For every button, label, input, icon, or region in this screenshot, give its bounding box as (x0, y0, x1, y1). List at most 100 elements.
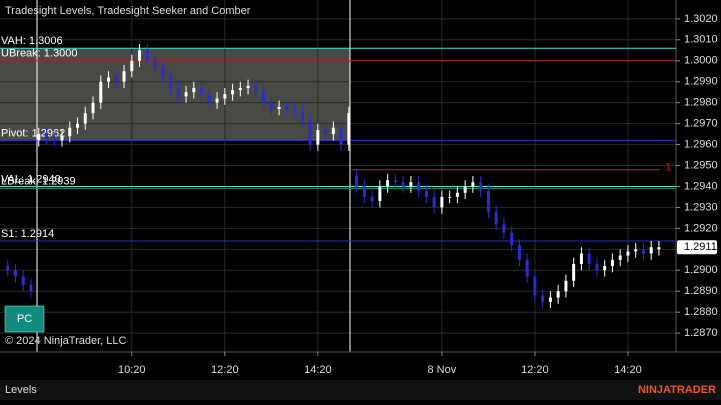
candle-body (83, 113, 87, 124)
candle-body (200, 88, 204, 95)
y-tick-label: 1.3020 (684, 13, 718, 25)
candle-body (525, 259, 529, 277)
y-tick-label: 1.2880 (684, 306, 718, 318)
level-label: VAH: 1.3006 (1, 35, 63, 47)
candle-body (417, 182, 421, 191)
level-label: Pivot: 1.2962 (1, 127, 65, 139)
last-price-label: 1.2911 (684, 241, 717, 253)
tab-label[interactable]: Levels (5, 384, 37, 396)
candle-body (548, 297, 552, 302)
candle-body (207, 94, 211, 103)
candle-body (277, 106, 281, 109)
candle-body (45, 134, 49, 139)
candle-body (657, 247, 661, 250)
candle-body (517, 245, 521, 260)
candle-body (510, 232, 514, 246)
candle-body (176, 88, 180, 97)
candle-body (308, 119, 312, 145)
candle-body (618, 255, 622, 260)
candle-body (610, 259, 614, 267)
candle-body (122, 71, 126, 82)
copyright: © 2024 NinjaTrader, LLC (5, 335, 126, 347)
candle-body (564, 280, 568, 292)
candle-body (285, 106, 289, 109)
last-price-box (677, 240, 717, 255)
level-label: S1: 1.2914 (1, 228, 54, 240)
candle-body (603, 266, 607, 271)
candle-body (432, 196, 436, 208)
candle-body (316, 129, 320, 145)
candle-body (114, 77, 118, 82)
plot-area (0, 0, 676, 352)
y-tick-label: 1.2870 (684, 327, 718, 339)
x-tick-label: 12:20 (211, 364, 239, 376)
logo: NINJATRADER (638, 384, 716, 396)
candle-body (91, 102, 95, 114)
pc-button[interactable] (4, 305, 45, 333)
candle-body (107, 77, 111, 82)
candle-body (76, 123, 80, 128)
candle-body (161, 67, 165, 78)
candle-body (68, 127, 72, 137)
candle-body (355, 176, 359, 187)
candle-body (130, 60, 134, 72)
candle-body (448, 196, 452, 198)
candle-body (300, 111, 304, 120)
candle-body (138, 50, 142, 61)
y-tick-label: 1.2920 (684, 222, 718, 234)
candle-body (463, 186, 467, 193)
candle-body (424, 190, 428, 197)
y-tick-label: 1.2980 (684, 97, 718, 109)
candle-body (246, 85, 250, 88)
x-tick-label: 10:20 (118, 364, 146, 376)
y-tick-label: 1.2950 (684, 159, 718, 171)
chart-title: Tradesight Levels, Tradesight Seeker and… (5, 5, 251, 17)
y-tick-label: 1.2970 (684, 118, 718, 130)
level-label: LBreak: 1.2939 (1, 175, 76, 187)
candle-body (587, 253, 591, 264)
candle-body (595, 264, 599, 271)
candle-body (269, 102, 273, 109)
level-label: UBreak: 1.3000 (1, 48, 77, 60)
candle-body (471, 182, 475, 187)
candle-body (370, 196, 374, 202)
y-tick-label: 1.2940 (684, 180, 718, 192)
candle-body (324, 129, 328, 135)
candle-body (231, 90, 235, 95)
level-label: VAL: 1.2940 (1, 173, 61, 185)
y-tick-label: 1.2890 (684, 285, 718, 297)
y-tick-label: 1.3010 (684, 34, 718, 46)
candle-body (572, 264, 576, 281)
y-tick-label: 1.3000 (684, 55, 718, 67)
candle-body (262, 92, 266, 103)
candle-body (99, 81, 103, 103)
candle-body (238, 88, 242, 91)
candle-body (579, 253, 583, 264)
candle-body (254, 85, 258, 93)
candle-body (502, 224, 506, 233)
candle-body (60, 136, 64, 141)
candle-body (223, 94, 227, 99)
candle-body (393, 180, 397, 183)
candle-body (641, 249, 645, 254)
tab-bar (0, 380, 721, 400)
y-tick-label: 1.2960 (684, 138, 718, 150)
candle-body (145, 50, 149, 61)
candle-body (29, 284, 33, 292)
candle-body (533, 276, 537, 296)
candle-body (347, 113, 351, 145)
candle-body (362, 186, 366, 197)
value-area (0, 48, 350, 141)
candle-body (192, 88, 196, 93)
candle-body (37, 134, 41, 141)
candle-body (455, 192, 459, 197)
candle-body (440, 196, 444, 208)
candle-body (541, 295, 545, 302)
seeker-label: 1 (665, 162, 671, 174)
x-tick-label: 14:20 (304, 364, 332, 376)
pc-button-label[interactable]: PC (17, 313, 32, 325)
candle-body (494, 211, 498, 225)
candle-body (386, 180, 390, 187)
candle-body (153, 60, 157, 68)
